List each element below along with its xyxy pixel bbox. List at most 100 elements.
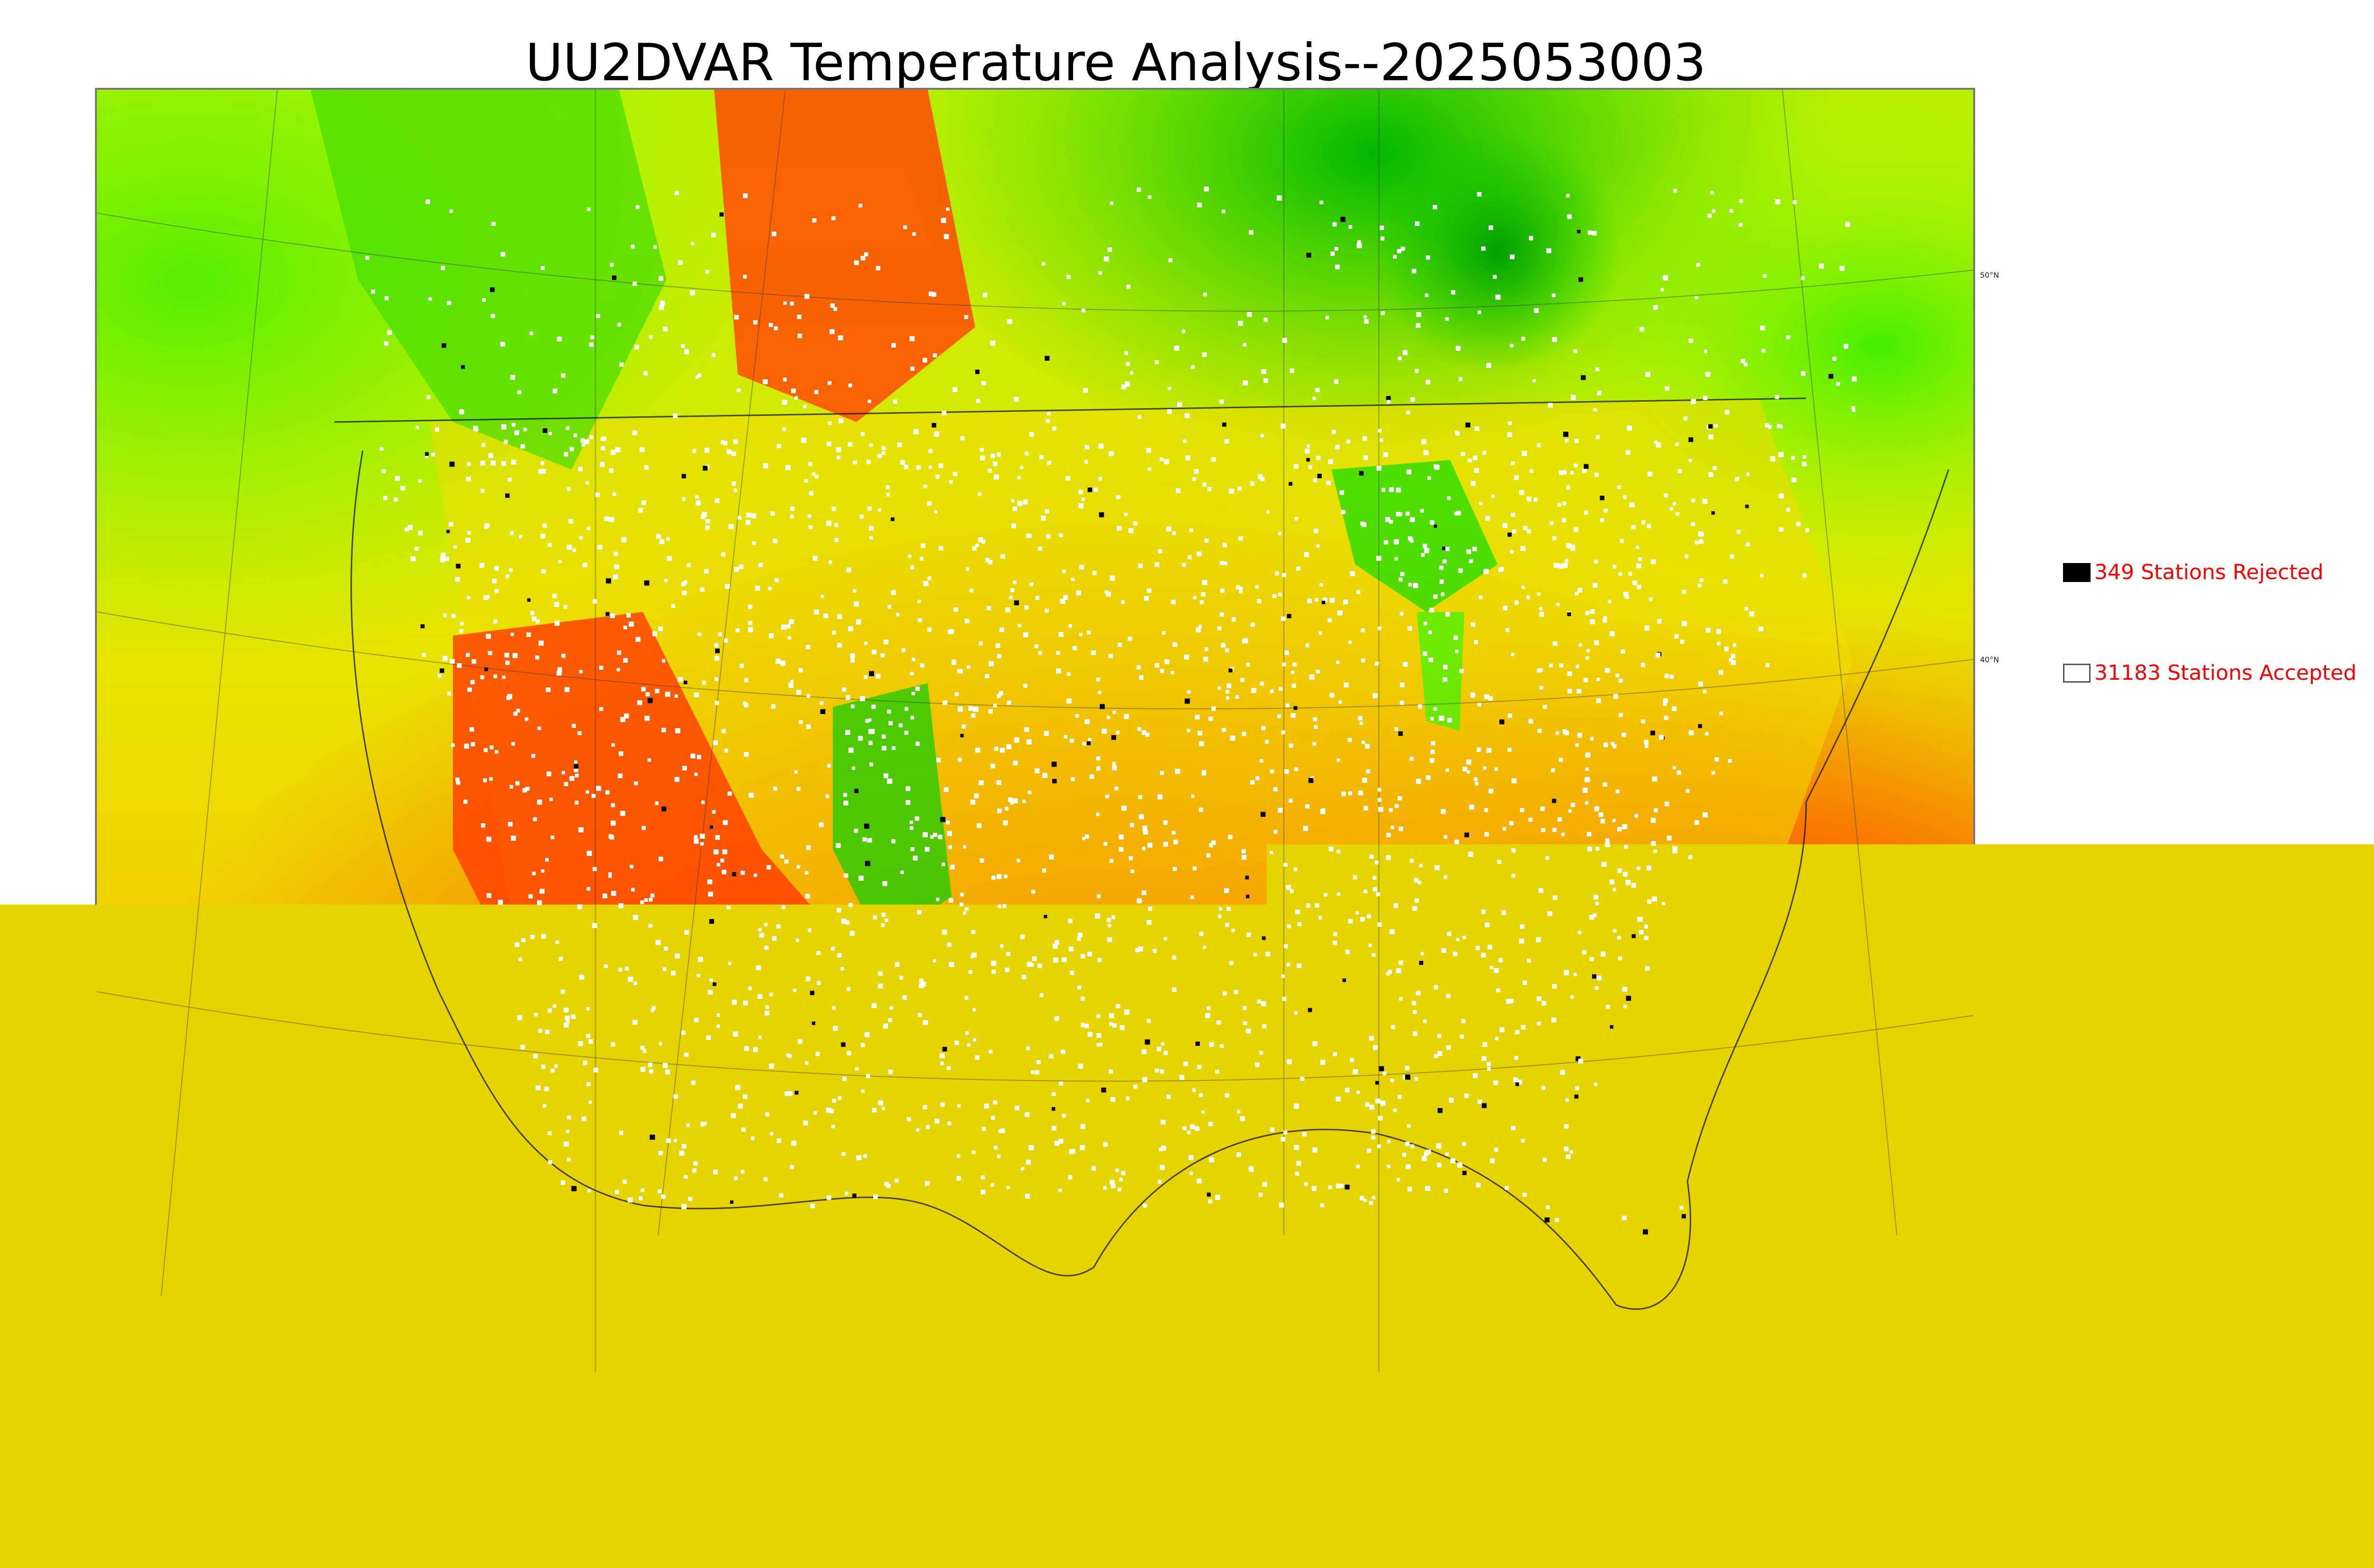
station-marker <box>1158 549 1162 554</box>
station-marker <box>1017 624 1021 627</box>
station-marker <box>441 553 445 557</box>
station-marker <box>926 1125 930 1129</box>
station-marker <box>1445 317 1449 321</box>
station-marker <box>1386 833 1391 837</box>
station-marker <box>1431 750 1435 754</box>
station-marker <box>656 534 661 539</box>
station-marker <box>1399 513 1403 516</box>
station-marker <box>1642 1266 1645 1269</box>
station-marker <box>515 942 519 947</box>
station-marker <box>729 524 734 529</box>
station-marker <box>1406 512 1410 516</box>
station-marker <box>1307 444 1310 448</box>
station-marker <box>737 388 741 392</box>
station-marker <box>852 767 855 770</box>
station-marker <box>844 801 848 806</box>
station-marker <box>1085 835 1089 839</box>
station-marker <box>1615 674 1619 677</box>
station-marker <box>1203 946 1206 949</box>
station-marker <box>918 618 922 622</box>
station-marker <box>1196 1042 1200 1046</box>
station-marker <box>641 826 646 830</box>
station-marker <box>1672 846 1677 851</box>
station-marker <box>617 323 621 327</box>
station-marker <box>1551 769 1555 772</box>
station-marker <box>769 633 773 638</box>
station-marker <box>1049 854 1054 860</box>
station-marker <box>838 1096 842 1100</box>
station-marker <box>1482 451 1486 455</box>
station-marker <box>1735 477 1739 481</box>
station-marker <box>1469 805 1474 810</box>
station-marker <box>921 544 925 548</box>
station-marker <box>741 871 745 875</box>
station-marker <box>629 621 634 627</box>
station-marker <box>1626 880 1631 885</box>
station-marker <box>1330 598 1335 603</box>
station-marker <box>913 856 918 861</box>
colorbar-segment <box>954 1457 1008 1512</box>
station-marker <box>1208 716 1213 721</box>
station-marker <box>1082 837 1085 840</box>
station-marker <box>990 764 995 769</box>
station-marker <box>1499 719 1504 724</box>
station-marker <box>1294 1145 1299 1150</box>
station-marker <box>558 560 562 563</box>
station-marker <box>609 469 613 473</box>
station-marker <box>840 967 844 970</box>
station-marker <box>713 1170 718 1174</box>
station-marker <box>649 336 652 339</box>
station-marker <box>1371 1129 1376 1134</box>
station-marker <box>1348 640 1352 644</box>
station-marker <box>586 1082 591 1086</box>
station-marker <box>480 489 484 493</box>
station-marker <box>1412 906 1417 911</box>
station-marker <box>1025 727 1029 732</box>
station-marker <box>565 687 570 692</box>
station-marker <box>1592 231 1597 235</box>
station-marker <box>1583 788 1588 793</box>
station-marker <box>1613 694 1618 699</box>
station-marker <box>1375 1081 1379 1085</box>
station-marker <box>1557 503 1561 507</box>
station-marker <box>971 714 975 718</box>
station-marker <box>852 1193 857 1198</box>
station-marker <box>489 777 493 781</box>
station-marker <box>1534 498 1538 502</box>
station-marker <box>743 702 747 705</box>
station-marker <box>704 569 709 574</box>
station-marker <box>700 587 705 592</box>
station-marker <box>828 422 832 425</box>
colorbar-tick-label: 0 <box>1027 1513 1040 1538</box>
station-marker <box>547 1008 552 1013</box>
station-marker <box>453 545 457 549</box>
station-marker <box>1708 424 1713 429</box>
station-marker <box>624 714 629 719</box>
station-marker <box>1585 656 1589 660</box>
station-marker <box>1605 838 1610 843</box>
station-marker <box>1590 609 1595 614</box>
station-marker <box>1705 732 1708 735</box>
station-marker <box>1216 1020 1221 1024</box>
station-marker <box>615 447 621 452</box>
station-marker <box>1488 945 1492 949</box>
station-marker <box>540 534 545 538</box>
station-marker <box>813 556 818 561</box>
station-marker <box>1082 498 1085 501</box>
station-marker <box>1667 836 1672 840</box>
station-marker <box>1593 408 1597 411</box>
station-marker <box>564 782 568 786</box>
station-marker <box>1160 1070 1164 1074</box>
station-marker <box>991 970 996 974</box>
station-marker <box>1624 845 1628 849</box>
station-marker <box>1570 545 1575 550</box>
station-marker <box>1548 403 1553 408</box>
station-marker <box>1081 996 1085 1001</box>
station-marker <box>1398 357 1402 360</box>
station-marker <box>1547 911 1552 916</box>
station-marker <box>691 242 694 245</box>
station-marker <box>961 724 966 729</box>
station-marker <box>1622 824 1627 829</box>
station-marker <box>919 983 923 988</box>
station-marker <box>1110 575 1115 581</box>
